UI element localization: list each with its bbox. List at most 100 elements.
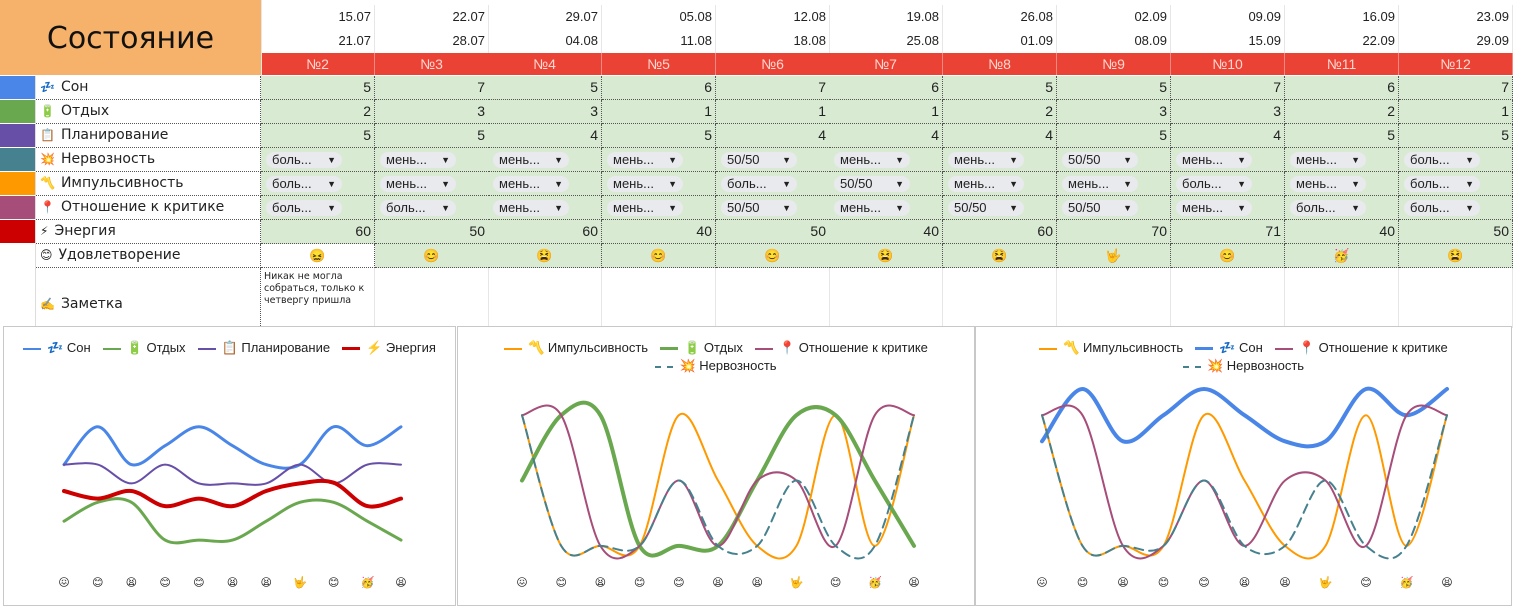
dropdown-cell[interactable]: мень... ▼ bbox=[943, 172, 1057, 196]
series-line[interactable] bbox=[1041, 414, 1448, 560]
series-line[interactable] bbox=[1040, 386, 1449, 449]
emoji-cell[interactable]: 😊 bbox=[602, 244, 716, 268]
dropdown-chip[interactable]: мень... ▼ bbox=[1176, 200, 1252, 216]
week-end-date[interactable]: 01.09 bbox=[943, 29, 1057, 53]
note-cell[interactable] bbox=[488, 268, 602, 328]
emoji-cell[interactable]: 😫 bbox=[488, 244, 602, 268]
dropdown-chip[interactable]: боль... ▼ bbox=[721, 176, 797, 192]
value-cell[interactable]: 7 bbox=[1399, 76, 1513, 100]
dropdown-chip[interactable]: мень... ▼ bbox=[607, 200, 683, 216]
value-cell[interactable]: 1 bbox=[602, 100, 716, 124]
dropdown-chip[interactable]: мень... ▼ bbox=[948, 152, 1024, 168]
week-end-date[interactable]: 29.09 bbox=[1399, 29, 1513, 53]
dropdown-chip[interactable]: мень... ▼ bbox=[1290, 152, 1366, 168]
emoji-cell[interactable]: 😫 bbox=[829, 244, 943, 268]
week-number[interactable]: №4 bbox=[488, 53, 602, 75]
value-cell[interactable]: 60 bbox=[261, 220, 375, 244]
legend-item[interactable]: 📍 Отношение к критике bbox=[754, 339, 928, 357]
legend-item[interactable]: 💤 Сон bbox=[23, 339, 91, 357]
dropdown-cell[interactable]: мень... ▼ bbox=[602, 196, 716, 220]
week-start-date[interactable]: 29.07 bbox=[488, 5, 602, 29]
dropdown-chip[interactable]: мень... ▼ bbox=[607, 152, 683, 168]
row-label[interactable]: 〽️ Импульсивность bbox=[36, 172, 261, 196]
dropdown-cell[interactable]: боль... ▼ bbox=[261, 172, 375, 196]
dropdown-chip[interactable]: боль... ▼ bbox=[266, 176, 342, 192]
row-label[interactable]: 🔋 Отдых bbox=[36, 100, 261, 124]
value-cell[interactable]: 7 bbox=[375, 76, 489, 100]
dropdown-cell[interactable]: боль... ▼ bbox=[1399, 148, 1513, 172]
dropdown-chip[interactable]: боль... ▼ bbox=[1404, 176, 1480, 192]
dropdown-chip[interactable]: 50/50 ▼ bbox=[721, 200, 797, 216]
value-cell[interactable]: 3 bbox=[1171, 100, 1285, 124]
dropdown-chip[interactable]: мень... ▼ bbox=[493, 176, 569, 192]
value-cell[interactable]: 5 bbox=[375, 124, 489, 148]
dropdown-chip[interactable]: боль... ▼ bbox=[1404, 152, 1480, 168]
dropdown-cell[interactable]: боль... ▼ bbox=[716, 172, 830, 196]
week-end-date[interactable]: 21.07 bbox=[261, 29, 375, 53]
dropdown-chip[interactable]: боль... ▼ bbox=[266, 200, 342, 216]
week-number[interactable]: №12 bbox=[1399, 53, 1513, 75]
dropdown-chip[interactable]: 50/50 ▼ bbox=[948, 200, 1024, 216]
week-end-date[interactable]: 08.09 bbox=[1057, 29, 1171, 53]
dropdown-chip[interactable]: мень... ▼ bbox=[1290, 176, 1366, 192]
dropdown-chip[interactable]: мень... ▼ bbox=[493, 152, 569, 168]
value-cell[interactable]: 5 bbox=[1399, 124, 1513, 148]
week-start-date[interactable]: 15.07 bbox=[261, 5, 375, 29]
dropdown-cell[interactable]: боль... ▼ bbox=[261, 148, 375, 172]
value-cell[interactable]: 1 bbox=[829, 100, 943, 124]
value-cell[interactable]: 50 bbox=[716, 220, 830, 244]
dropdown-cell[interactable]: 50/50 ▼ bbox=[1057, 148, 1171, 172]
week-number[interactable]: №2 bbox=[261, 53, 375, 75]
value-cell[interactable]: 5 bbox=[1057, 76, 1171, 100]
week-number[interactable]: №5 bbox=[602, 53, 716, 75]
note-cell[interactable] bbox=[1171, 268, 1285, 328]
legend-item[interactable]: 💥 Нервозность bbox=[1182, 357, 1304, 375]
dropdown-chip[interactable]: 50/50 ▼ bbox=[834, 176, 910, 192]
row-label[interactable]: 💥 Нервозность bbox=[36, 148, 261, 172]
dropdown-cell[interactable]: мень... ▼ bbox=[1171, 196, 1285, 220]
emoji-cell[interactable]: 😊 bbox=[1171, 244, 1285, 268]
legend-item[interactable]: 🔋 Отдых bbox=[102, 339, 186, 357]
dropdown-cell[interactable]: мень... ▼ bbox=[488, 196, 602, 220]
week-end-date[interactable]: 04.08 bbox=[488, 29, 602, 53]
legend-item[interactable]: 📍 Отношение к критике bbox=[1274, 339, 1448, 357]
dropdown-chip[interactable]: 50/50 ▼ bbox=[1062, 152, 1138, 168]
dropdown-chip[interactable]: мень... ▼ bbox=[493, 200, 569, 216]
dropdown-cell[interactable]: мень... ▼ bbox=[1171, 148, 1285, 172]
week-start-date[interactable]: 22.07 bbox=[375, 5, 489, 29]
dropdown-chip[interactable]: боль... ▼ bbox=[1404, 200, 1480, 216]
line-chart[interactable]: 💤 Сон 🔋 Отдых 📋 Планирование ⚡ Энергия 😖 😊 😫 😊 😊… bbox=[3, 326, 456, 606]
dropdown-cell[interactable]: мень... ▼ bbox=[943, 148, 1057, 172]
legend-item[interactable]: 🔋 Отдых bbox=[660, 339, 743, 357]
dropdown-cell[interactable]: боль... ▼ bbox=[1285, 196, 1399, 220]
dropdown-cell[interactable]: 50/50 ▼ bbox=[943, 196, 1057, 220]
dropdown-chip[interactable]: боль... ▼ bbox=[380, 200, 456, 216]
emoji-cell[interactable]: 🤟 bbox=[1057, 244, 1171, 268]
week-end-date[interactable]: 22.09 bbox=[1285, 29, 1399, 53]
dropdown-chip[interactable]: мень... ▼ bbox=[380, 176, 456, 192]
value-cell[interactable]: 4 bbox=[716, 124, 830, 148]
dropdown-cell[interactable]: боль... ▼ bbox=[375, 196, 489, 220]
dropdown-chip[interactable]: мень... ▼ bbox=[948, 176, 1024, 192]
dropdown-chip[interactable]: боль... ▼ bbox=[1290, 200, 1366, 216]
emoji-cell[interactable]: 😊 bbox=[716, 244, 830, 268]
legend-item[interactable]: 〽️ Импульсивность bbox=[1039, 339, 1183, 357]
emoji-cell[interactable]: 😊 bbox=[375, 244, 489, 268]
value-cell[interactable]: 40 bbox=[602, 220, 716, 244]
note-cell[interactable] bbox=[943, 268, 1057, 328]
value-cell[interactable]: 40 bbox=[1285, 220, 1399, 244]
dropdown-cell[interactable]: мень... ▼ bbox=[375, 148, 489, 172]
dropdown-chip[interactable]: мень... ▼ bbox=[834, 152, 910, 168]
value-cell[interactable]: 5 bbox=[261, 124, 375, 148]
value-cell[interactable]: 5 bbox=[1285, 124, 1399, 148]
dropdown-chip[interactable]: боль... ▼ bbox=[1176, 176, 1252, 192]
week-start-date[interactable]: 12.08 bbox=[716, 5, 830, 29]
dropdown-chip[interactable]: 50/50 ▼ bbox=[721, 152, 797, 168]
row-label[interactable]: 📍 Отношение к критике bbox=[36, 196, 261, 220]
week-number[interactable]: №7 bbox=[829, 53, 943, 75]
week-end-date[interactable]: 25.08 bbox=[829, 29, 943, 53]
note-cell[interactable] bbox=[1285, 268, 1399, 328]
value-cell[interactable]: 3 bbox=[375, 100, 489, 124]
line-chart[interactable]: 〽️ Импульсивность 🔋 Отдых 📍 Отношение к кр… bbox=[457, 326, 975, 606]
dropdown-cell[interactable]: боль... ▼ bbox=[1171, 172, 1285, 196]
